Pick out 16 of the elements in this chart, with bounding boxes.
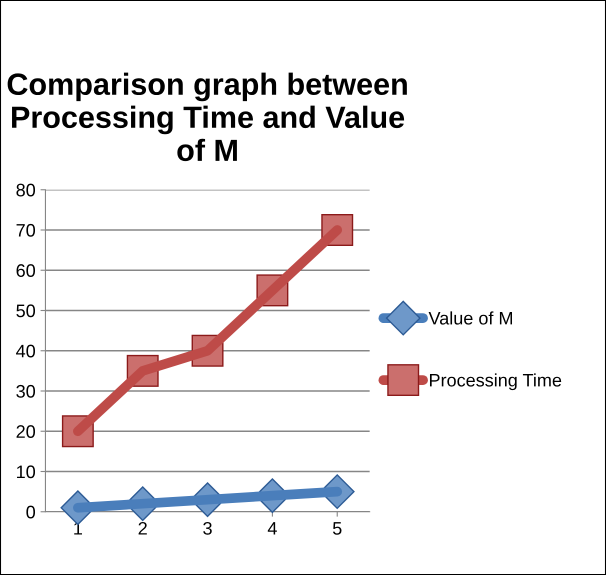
x-tick-label: 2: [138, 522, 147, 535]
y-tick-label: 20: [16, 425, 36, 438]
legend-label: Value of M: [428, 311, 512, 325]
y-tick-label: 80: [16, 184, 36, 196]
x-tick-label: 4: [268, 522, 277, 535]
y-tick-label: 70: [16, 224, 36, 237]
x-tick-label: 5: [332, 522, 342, 535]
y-tick-label: 60: [16, 264, 36, 277]
legend-label: Processing Time: [430, 373, 562, 390]
y-tick-label: 50: [16, 304, 36, 318]
y-tick-label: 10: [17, 465, 36, 478]
y-tick-label: 30: [16, 384, 36, 398]
y-tick-label: 40: [16, 344, 36, 358]
y-tick-label: 0: [26, 506, 36, 518]
x-tick-label: 3: [203, 522, 212, 535]
chart-title: Comparison graph between Processing Time and Value of M: [8, 72, 407, 162]
